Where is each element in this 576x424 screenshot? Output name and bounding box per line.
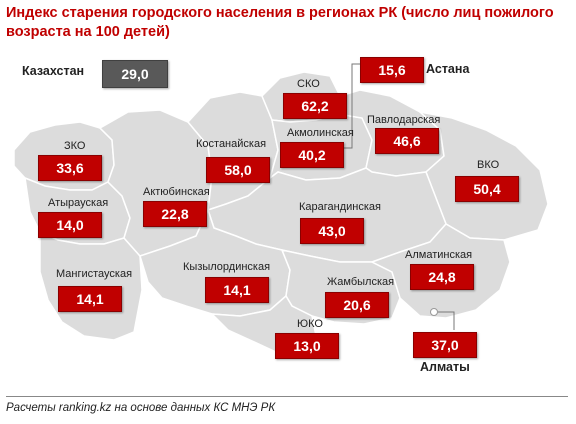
source-note: Расчеты ranking.kz на основе данных КС М… <box>6 402 276 414</box>
kazakhstan-label: Казахстан <box>22 64 85 78</box>
badge-zko: 33,6 <box>38 155 102 181</box>
label-kyzylorda: Кызылординская <box>183 261 271 273</box>
label-zko: ЗКО <box>64 140 86 152</box>
badge-yuko: 13,0 <box>275 333 339 359</box>
label-vko: ВКО <box>477 159 500 171</box>
badge-vko: 50,4 <box>455 176 519 202</box>
label-pavlodar: Павлодарская <box>367 114 441 126</box>
label-almaty-city: Алматы <box>420 360 470 374</box>
badge-karaganda: 43,0 <box>300 218 364 244</box>
badge-akmola: 40,2 <box>280 142 344 168</box>
label-astana: Астана <box>426 62 470 76</box>
label-aktobe: Актюбинская <box>143 186 210 198</box>
badge-zhambyl: 20,6 <box>325 292 389 318</box>
label-zhambyl: Жамбылская <box>327 276 395 288</box>
label-mangystau: Мангистауская <box>56 268 133 280</box>
label-akmola: Акмолинская <box>287 127 354 139</box>
label-atyrau: Атырауская <box>48 197 109 209</box>
kazakhstan-value-badge: 29,0 <box>102 60 168 88</box>
label-kostanay: Костанайская <box>196 138 267 150</box>
badge-astana: 15,6 <box>360 57 424 83</box>
label-karaganda: Карагандинская <box>299 201 381 213</box>
badge-mangystau: 14,1 <box>58 286 122 312</box>
badge-almaty-city: 37,0 <box>413 332 477 358</box>
badge-kostanay: 58,0 <box>206 157 270 183</box>
almaty-marker <box>430 308 438 316</box>
label-sko: СКО <box>297 78 320 90</box>
label-yuko: ЮКО <box>297 318 323 330</box>
badge-almaty-region: 24,8 <box>410 264 474 290</box>
label-almaty-region: Алматинская <box>405 249 473 261</box>
almaty-leader-line <box>438 311 455 330</box>
chart-title: Индекс старения городского населения в р… <box>6 5 554 40</box>
badge-kyzylorda: 14,1 <box>205 277 269 303</box>
badge-sko: 62,2 <box>283 93 347 119</box>
astana-leader-line <box>340 63 360 149</box>
footer-divider <box>6 396 568 397</box>
badge-pavlodar: 46,6 <box>375 128 439 154</box>
badge-aktobe: 22,8 <box>143 201 207 227</box>
badge-atyrau: 14,0 <box>38 212 102 238</box>
